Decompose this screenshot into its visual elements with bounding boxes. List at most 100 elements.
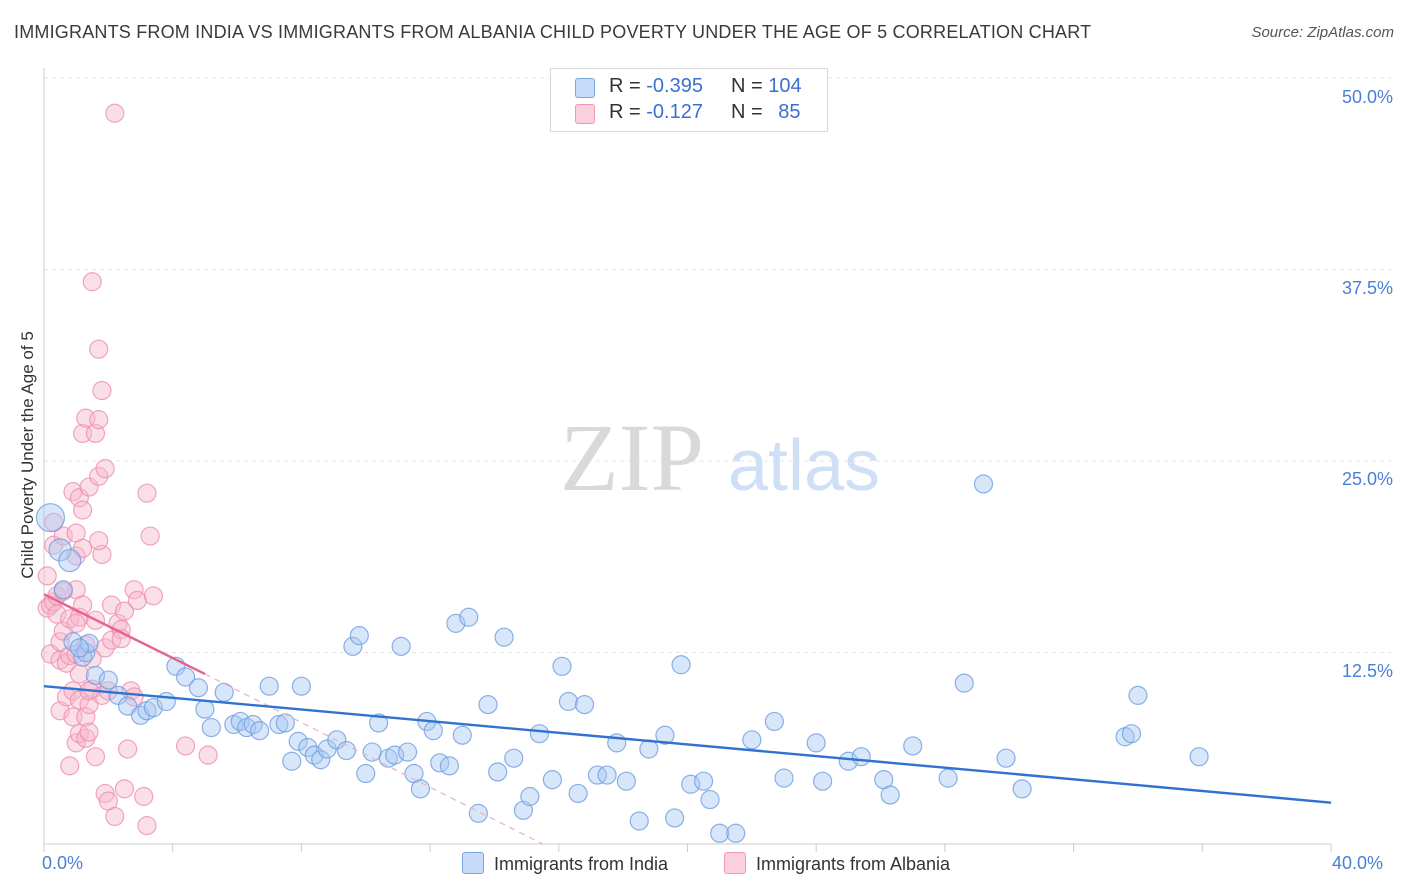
india-point-49: [410, 779, 431, 799]
y-axis-label: Child Poverty Under the Age of 5: [18, 331, 37, 579]
india-point-40: [349, 626, 369, 646]
india-point-73: [616, 771, 636, 791]
india-point-55: [452, 725, 472, 745]
albania-point-83: [89, 531, 109, 551]
india-point-80: [693, 771, 714, 791]
india-point-35: [311, 750, 331, 770]
x-tick-label-40: 40.0%: [1332, 853, 1384, 873]
india-point-18: [188, 678, 209, 698]
albania-point-0: [37, 566, 57, 586]
india-point-59: [488, 762, 508, 782]
y-tick-label-12-5: 12.5%: [1341, 661, 1393, 681]
india-point-57: [468, 803, 488, 823]
albania-r-value: -0.127: [646, 101, 703, 123]
legend-india-label: Immigrants from India: [494, 854, 669, 874]
india-n: N = 104: [731, 75, 802, 98]
albania-trend-extension: [204, 673, 544, 845]
india-point-2: [58, 548, 82, 573]
legend-albania-label: Immigrants from Albania: [756, 854, 951, 874]
india-n-label: N =: [731, 75, 763, 97]
india-point-74: [629, 811, 649, 831]
watermark-atlas: atlas: [728, 426, 880, 506]
india-r: R = -0.395: [609, 75, 703, 98]
india-point-98: [1012, 779, 1032, 799]
india-point-64: [529, 724, 550, 744]
india-point-20: [201, 717, 221, 738]
india-point-27: [259, 676, 279, 696]
india-point-97: [996, 748, 1016, 768]
grid-lines: [44, 77, 1391, 653]
trend-lines: [43, 593, 1332, 845]
india-point-65: [542, 770, 562, 790]
albania-point-45: [89, 339, 109, 359]
albania-point-37: [79, 477, 99, 497]
albania-point-35: [76, 707, 96, 727]
india-point-77: [665, 808, 685, 828]
albania-r-label: R =: [609, 101, 641, 123]
india-point-32: [291, 676, 311, 696]
india-point-46: [391, 636, 411, 656]
india-point-38: [336, 740, 357, 761]
india-point-92: [880, 785, 900, 805]
albania-point-46: [89, 410, 109, 430]
india-point-0: [35, 503, 66, 533]
india-point-89: [838, 751, 858, 771]
axes: [43, 68, 1332, 852]
albania-point-65: [118, 739, 138, 759]
source-label: Source: ZipAtlas.com: [1251, 24, 1394, 41]
albania-n-label: N =: [731, 101, 763, 123]
legend-albania-swatch: [724, 852, 746, 874]
albania-n: N = 85: [731, 101, 801, 124]
watermark: ZIP atlas: [560, 404, 880, 511]
india-point-84: [742, 730, 762, 750]
india-swatch: [575, 78, 595, 98]
india-point-75: [639, 739, 659, 759]
india-point-7: [79, 633, 99, 653]
albania-point-73: [140, 526, 160, 546]
india-point-100: [1121, 724, 1142, 744]
india-point-95: [954, 673, 974, 693]
y-tick-label-37-5: 37.5%: [1341, 278, 1393, 298]
albania-point-74: [143, 586, 163, 606]
india-point-3: [53, 580, 73, 600]
india-point-10: [108, 685, 128, 705]
india-point-17: [175, 667, 196, 687]
india-point-41: [356, 763, 376, 784]
albania-point-70: [134, 786, 154, 807]
india-point-19: [195, 699, 215, 719]
series-india-points: [35, 474, 1209, 843]
albania-point-63: [114, 601, 135, 621]
india-point-96: [973, 474, 994, 494]
albania-r: R = -0.127: [609, 101, 703, 124]
albania-n-value: 85: [778, 101, 801, 123]
india-point-30: [282, 751, 302, 771]
india-point-71: [597, 765, 617, 785]
x-tick-label-0: 0.0%: [42, 853, 84, 873]
india-point-53: [439, 756, 460, 776]
legend-india-swatch: [462, 852, 484, 874]
india-point-81: [700, 789, 720, 810]
legend-item-albania: Immigrants from Albania: [724, 852, 950, 875]
india-point-28: [269, 714, 289, 735]
india-point-101: [1128, 685, 1148, 705]
albania-point-30: [73, 500, 93, 520]
albania-point-59: [105, 806, 125, 827]
india-point-26: [249, 721, 270, 741]
albania-point-39: [79, 722, 99, 742]
india-point-78: [671, 655, 691, 675]
india-point-15: [156, 691, 176, 712]
india-point-90: [851, 747, 871, 767]
india-point-83: [726, 823, 746, 843]
y-tick-label-25: 25.0%: [1341, 469, 1393, 489]
india-point-60: [494, 627, 514, 647]
india-point-21: [214, 682, 234, 702]
india-trend-line: [43, 685, 1332, 804]
india-point-88: [813, 771, 833, 791]
india-point-66: [552, 656, 572, 676]
india-point-82: [710, 823, 730, 843]
albania-point-51: [95, 459, 115, 479]
india-point-67: [558, 691, 579, 712]
albania-point-75: [175, 736, 196, 756]
albania-point-72: [137, 483, 157, 503]
